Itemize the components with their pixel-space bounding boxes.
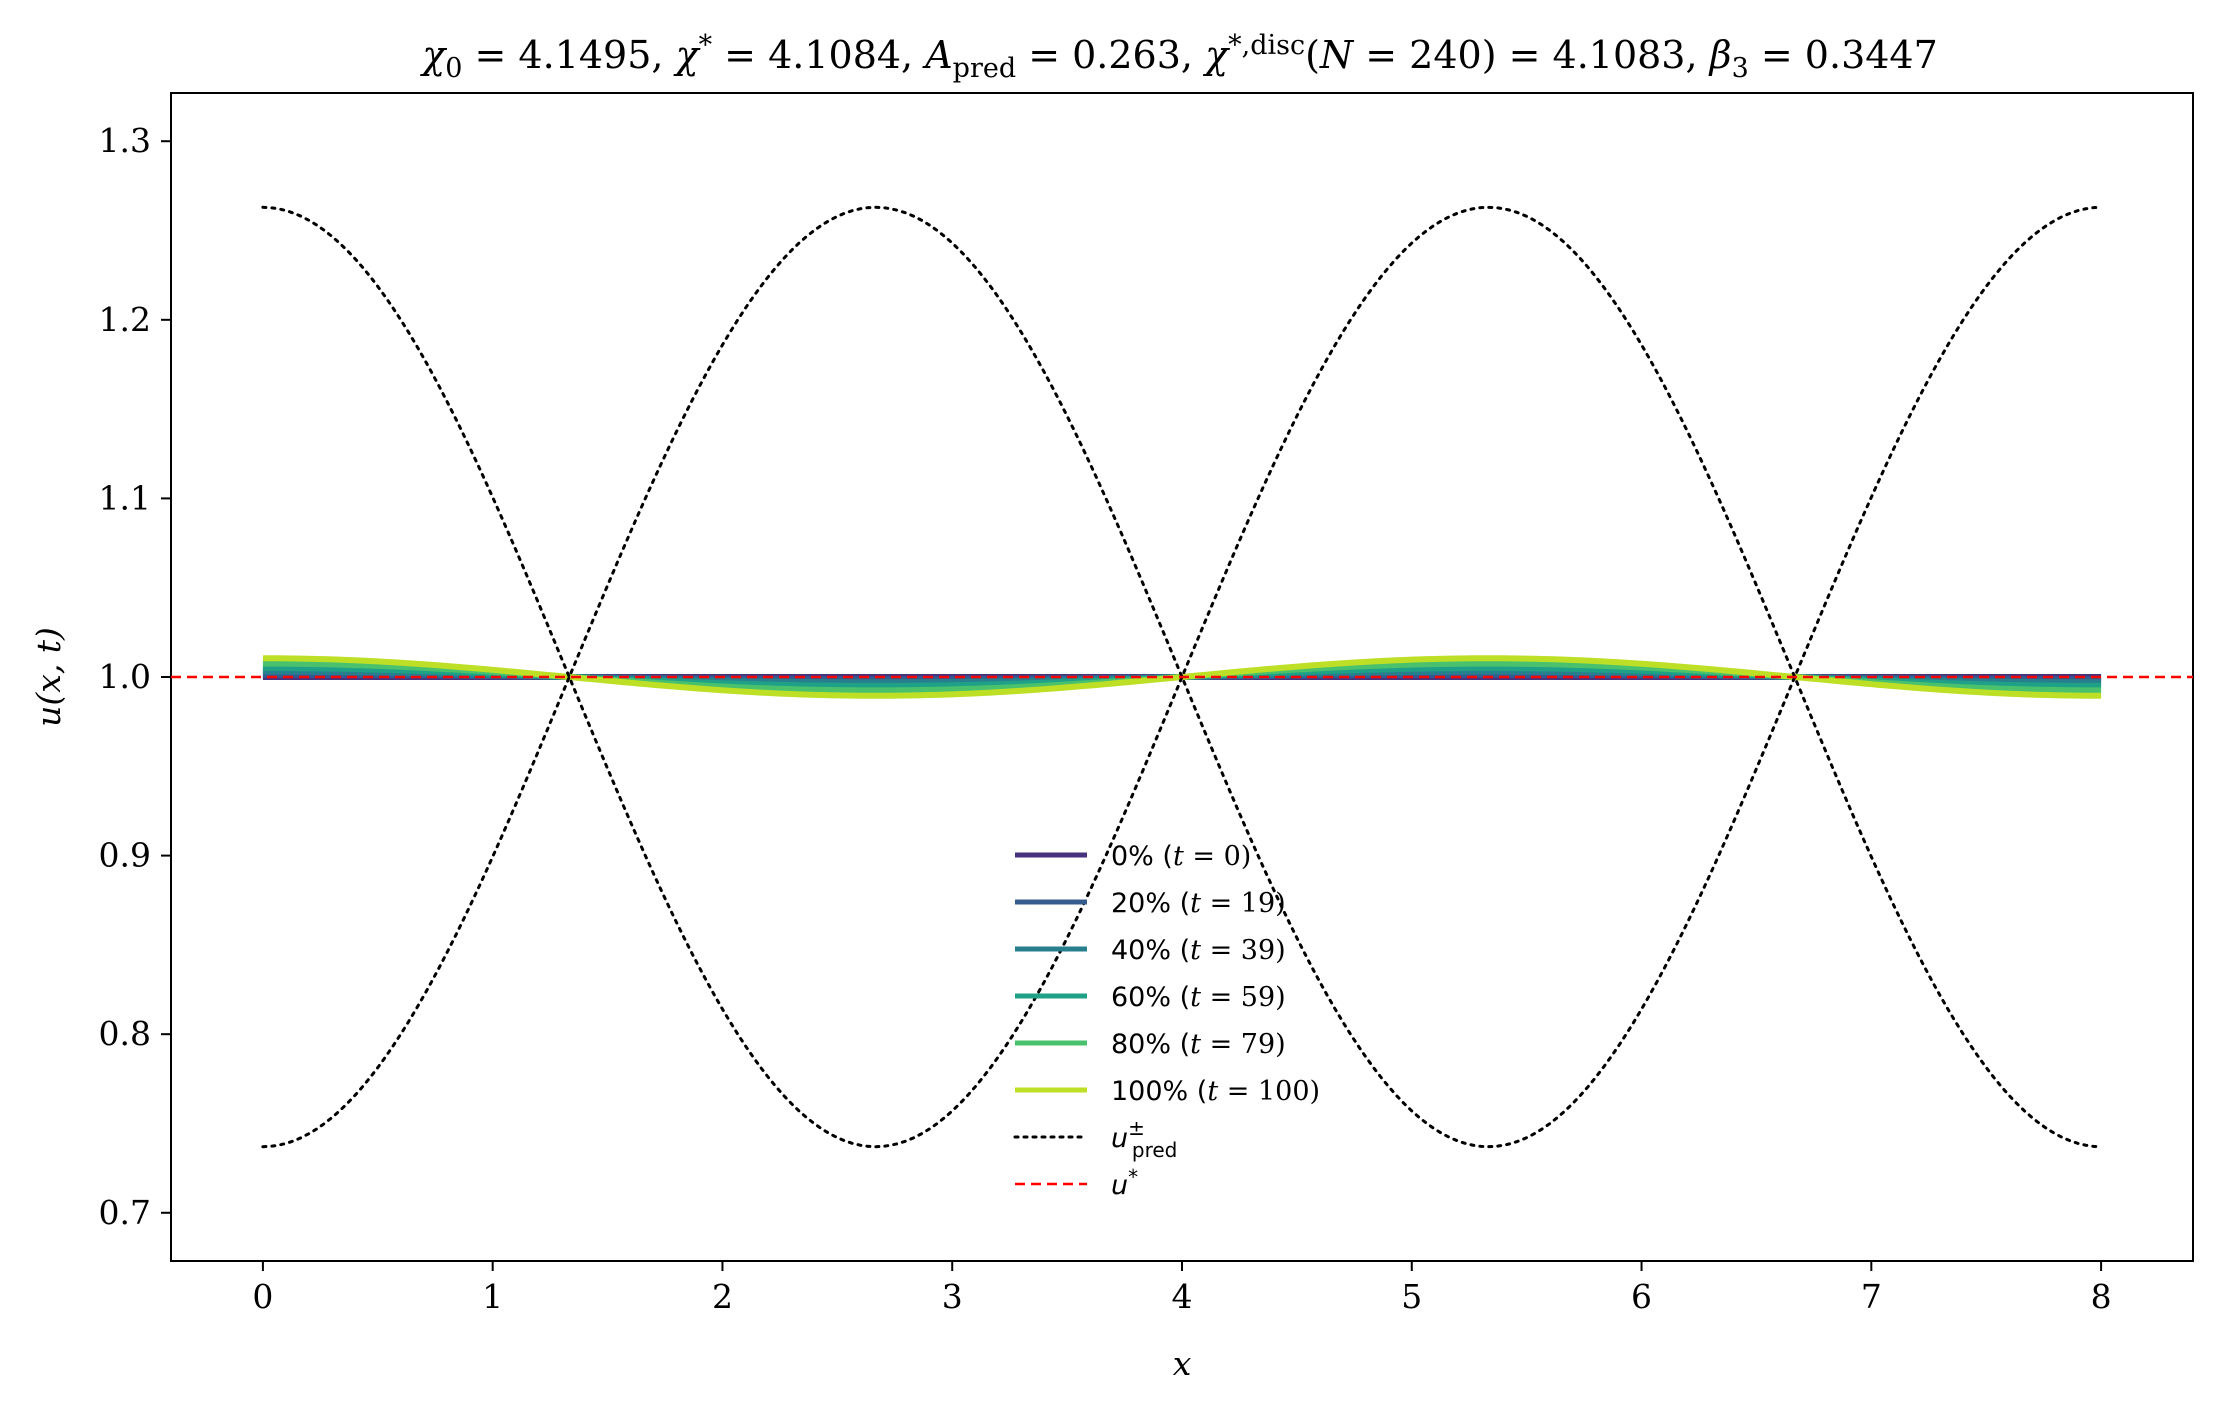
- legend-label-6: u± pred: [1111, 1116, 1177, 1162]
- legend-label-1: 20% (t = 19): [1111, 888, 1286, 919]
- y-tick-label: 1.3: [99, 121, 151, 160]
- y-tick-label: 0.8: [99, 1014, 151, 1053]
- legend-label-7: u*: [1111, 1165, 1138, 1201]
- x-tick-label: 6: [1631, 1277, 1652, 1316]
- y-tick-label: 0.9: [99, 836, 151, 875]
- x-tick-label: 1: [482, 1277, 503, 1316]
- plot-area: [171, 205, 2193, 1149]
- chart-title: χ0 = 4.1495, χ* = 4.1084, Apred = 0.263,…: [419, 30, 1938, 84]
- x-tick-label: 7: [1861, 1277, 1882, 1316]
- legend-label-4: 80% (t = 79): [1111, 1029, 1286, 1060]
- y-axis-label: u(x, t): [29, 627, 68, 727]
- x-tick-label: 5: [1401, 1277, 1422, 1316]
- x-tick-label: 0: [252, 1277, 273, 1316]
- legend-label-5: 100% (t = 100): [1111, 1076, 1320, 1107]
- legend-label-2: 40% (t = 39): [1111, 935, 1286, 966]
- y-tick-label: 1.1: [99, 478, 151, 517]
- legend-label-0: 0% (t = 0): [1111, 841, 1251, 872]
- x-tick-label: 2: [712, 1277, 733, 1316]
- y-tick-label: 1.0: [99, 657, 151, 696]
- y-tick-label: 1.2: [99, 300, 151, 339]
- x-tick-label: 8: [2091, 1277, 2112, 1316]
- y-tick-label: 0.7: [99, 1193, 151, 1232]
- x-tick-label: 4: [1172, 1277, 1193, 1316]
- x-tick-label: 3: [942, 1277, 963, 1316]
- legend-label-3: 60% (t = 59): [1111, 982, 1286, 1013]
- axes: 0 1 2 3 4 5 6 7 8 0.7 0.8 0.9 1.0 1.1 1.2 1.3: [99, 121, 2112, 1316]
- legend: 0% (t = 0) 20% (t = 19) 40% (t = 39) 60% (t…: [1013, 841, 1320, 1201]
- x-axis-label: x: [1173, 1344, 1192, 1383]
